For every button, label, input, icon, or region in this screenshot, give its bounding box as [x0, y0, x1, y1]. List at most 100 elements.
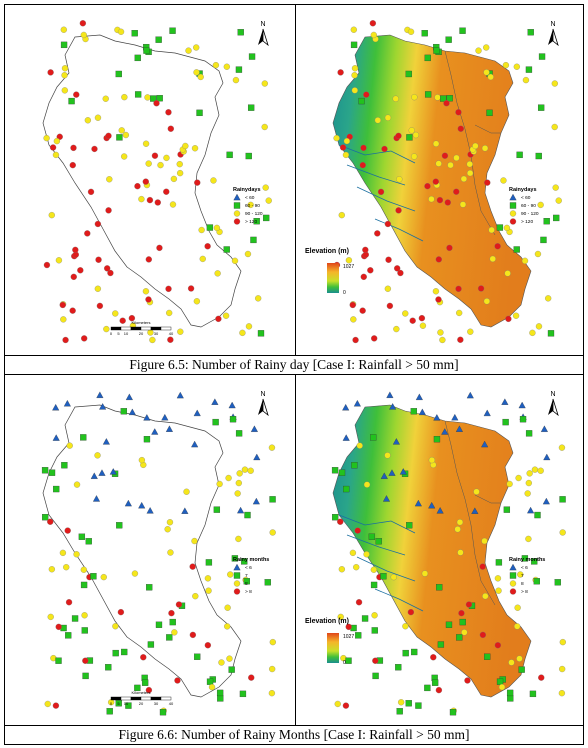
station-point: [106, 708, 113, 715]
station-point: [49, 144, 57, 151]
station-point: [176, 169, 184, 177]
station-point: [96, 302, 104, 310]
station-point: [407, 609, 415, 616]
station-point: [399, 468, 407, 475]
scale-bar-tick: 10: [124, 331, 129, 336]
legend-item-label: < 6: [245, 565, 252, 571]
station-point: [128, 408, 136, 416]
figure-6-6-left-map: N Rainy months < 6 7 8 > 8 Kilometers 0 5 10 20 30 4…: [5, 375, 296, 725]
station-point: [501, 398, 509, 405]
station-point: [455, 109, 462, 116]
station-point: [231, 555, 239, 562]
station-point: [157, 161, 164, 169]
station-point: [78, 533, 86, 540]
station-point: [441, 152, 449, 159]
station-point: [454, 526, 461, 533]
station-point: [232, 76, 240, 84]
station-point: [131, 30, 138, 37]
station-point: [121, 648, 128, 656]
station-point: [100, 573, 107, 581]
station-point: [535, 152, 542, 160]
station-point: [358, 97, 365, 105]
station-point: [475, 47, 482, 54]
station-point: [81, 335, 88, 342]
station-point: [104, 265, 111, 272]
station-point: [247, 201, 254, 209]
north-arrow-icon: N: [548, 21, 559, 47]
legend-symbol-3: [233, 218, 241, 225]
station-point: [223, 63, 230, 70]
station-point: [64, 527, 71, 534]
station-point: [418, 315, 426, 322]
station-point: [141, 679, 149, 686]
station-point: [455, 425, 463, 432]
station-point: [159, 709, 167, 716]
station-point: [269, 638, 276, 646]
station-point: [440, 95, 447, 102]
station-point: [210, 177, 217, 184]
station-points: [41, 391, 276, 716]
legend-symbol-1: [509, 572, 517, 579]
station-point: [537, 104, 545, 111]
station-point: [42, 514, 49, 521]
station-point: [424, 91, 432, 98]
station-point: [243, 578, 250, 585]
legend-item-label: > 120: [521, 219, 533, 225]
station-point: [337, 69, 344, 76]
station-point: [412, 131, 420, 139]
station-point: [112, 649, 119, 657]
station-point: [395, 207, 402, 214]
station-point: [368, 533, 376, 540]
station-point: [167, 125, 174, 132]
elevation-min: 0: [343, 660, 346, 666]
scale-bar-title: Kilometers: [132, 690, 151, 695]
station-point: [134, 91, 142, 98]
scale-bar-title: Kilometers: [132, 320, 151, 325]
station-point: [333, 134, 340, 142]
station-point: [538, 674, 545, 681]
station-point: [473, 488, 480, 495]
station-point: [61, 87, 68, 94]
station-point: [69, 162, 76, 169]
station-point: [94, 452, 101, 459]
station-point: [167, 549, 174, 556]
station-point: [174, 677, 181, 684]
station-point: [60, 316, 67, 323]
station-point: [244, 511, 251, 519]
station-point: [102, 438, 110, 445]
station-point: [354, 527, 361, 534]
station-point: [72, 246, 79, 254]
station-point: [96, 391, 104, 398]
station-point: [419, 322, 427, 329]
scale-bar-tick: 5: [117, 701, 120, 706]
station-point: [479, 631, 487, 639]
station-point: [371, 612, 378, 619]
station-point: [526, 470, 533, 477]
station-point: [48, 566, 56, 573]
station-point: [350, 41, 358, 49]
station-point: [53, 485, 60, 493]
station-point: [95, 256, 102, 263]
station-point: [214, 270, 221, 277]
station-point: [253, 218, 260, 225]
station-point: [421, 30, 428, 37]
station-point: [235, 535, 242, 543]
station-point: [338, 469, 346, 476]
legend-symbol-3: [233, 588, 241, 595]
station-point: [377, 188, 385, 196]
station-point: [449, 709, 457, 716]
station-point: [547, 330, 555, 337]
station-point: [396, 176, 403, 183]
station-point: [506, 480, 513, 488]
district-inner-boundary: [444, 420, 496, 606]
scale-bar-tick: 5: [117, 331, 120, 336]
station-point: [558, 690, 566, 697]
station-point: [525, 535, 532, 543]
station-point: [142, 140, 150, 147]
station-point: [467, 328, 474, 335]
station-point: [522, 76, 530, 84]
station-point: [198, 226, 205, 234]
station-point: [145, 296, 152, 303]
station-points: [43, 20, 272, 344]
station-point: [534, 511, 541, 519]
